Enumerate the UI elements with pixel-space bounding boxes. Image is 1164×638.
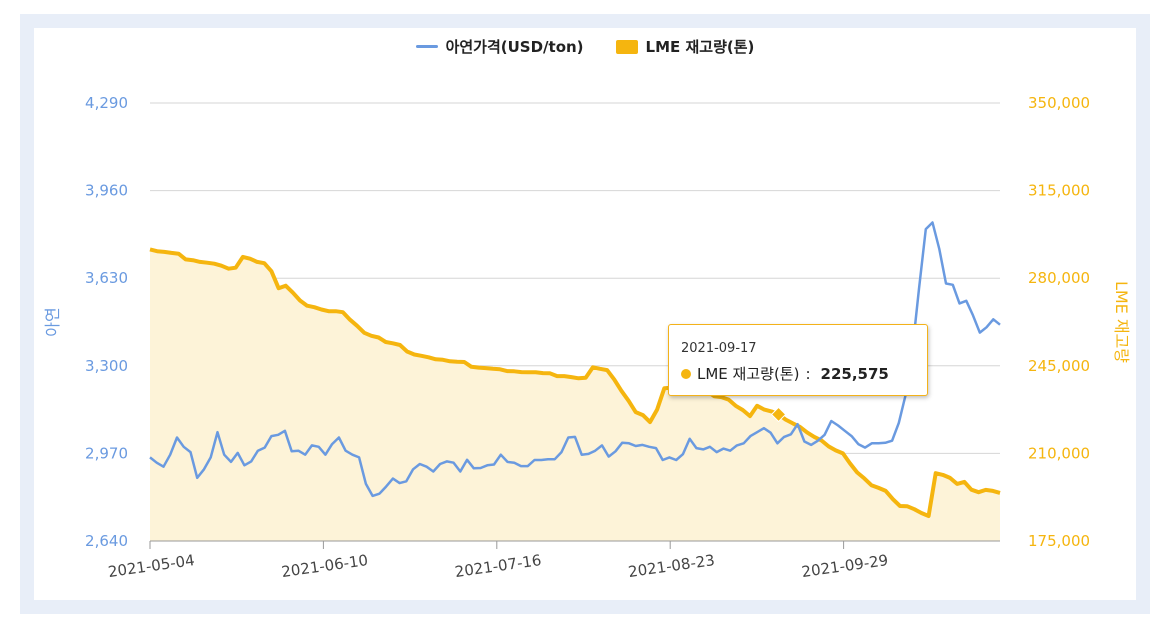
y-left-tick-label: 3,960	[85, 182, 128, 200]
tooltip-date: 2021-09-17	[681, 341, 757, 356]
y-right-tick-label: 175,000	[1028, 532, 1090, 550]
y-left-tick-label: 3,300	[85, 357, 128, 375]
chart-svg: 4,290 3,960 3,630 3,300 2,970 2,640 350,000 315…	[43, 94, 1131, 581]
y-left-tick-label: 2,970	[85, 444, 128, 462]
y-left-axis-title: 아연	[43, 307, 62, 336]
legend-label-inventory: LME 재고량(톤)	[645, 38, 755, 56]
legend: 아연가격(USD/ton) LME 재고량(톤)	[20, 36, 1150, 57]
tooltip-series: LME 재고량(톤)	[697, 365, 800, 383]
y-left-tick-label: 2,640	[85, 532, 128, 550]
inventory-line	[149, 247, 1001, 518]
tooltip-series-dot	[681, 368, 691, 379]
legend-swatch-inventory	[615, 39, 638, 54]
x-tick-label: 2021-05-04	[107, 551, 196, 581]
zinc-line	[149, 221, 1001, 498]
x-tick-label: 2021-09-29	[800, 551, 889, 581]
y-right-tick-label: 315,000	[1028, 182, 1090, 200]
y-right-tick-label: 245,000	[1028, 357, 1090, 375]
tooltip-row: LME 재고량(톤): 225,575	[681, 363, 889, 384]
inventory-marker	[770, 406, 787, 423]
tooltip-value: 225,575	[820, 364, 889, 383]
y-right-axis-title: LME 재고량	[1112, 281, 1131, 363]
x-tick-label: 2021-07-16	[454, 551, 543, 581]
y-right-tick-label: 280,000	[1028, 269, 1090, 287]
legend-item-zinc[interactable]: 아연가격(USD/ton)	[415, 36, 584, 57]
x-tick-label: 2021-08-23	[627, 551, 716, 581]
y-left-tick-label: 4,290	[85, 94, 128, 112]
x-tick-label: 2021-06-10	[280, 551, 369, 581]
tooltip: 2021-09-17 LME 재고량(톤): 225,575	[668, 324, 928, 396]
y-right-tick-label: 210,000	[1028, 444, 1090, 462]
legend-label-zinc: 아연가격(USD/ton)	[445, 38, 584, 56]
legend-item-inventory[interactable]: LME 재고량(톤)	[615, 36, 755, 57]
chart-frame: 4,290 3,960 3,630 3,300 2,970 2,640 350,000 315…	[20, 14, 1150, 614]
y-right-tick-label: 350,000	[1028, 94, 1090, 112]
y-left-tick-label: 3,630	[85, 269, 128, 287]
legend-swatch-zinc	[415, 45, 438, 48]
